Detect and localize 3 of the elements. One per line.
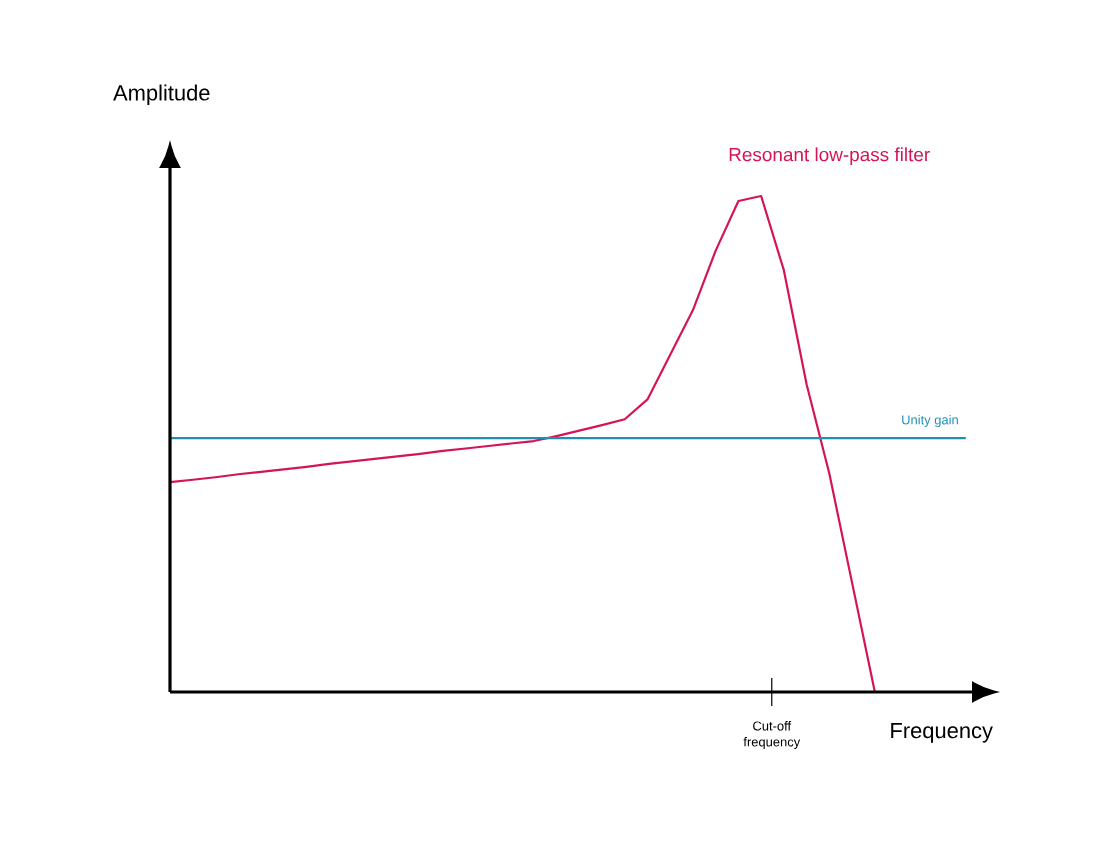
series-label: Resonant low-pass filter	[729, 147, 930, 166]
y-axis-title: Amplitude	[113, 84, 210, 105]
x-axis-title: Frequency	[891, 723, 993, 743]
